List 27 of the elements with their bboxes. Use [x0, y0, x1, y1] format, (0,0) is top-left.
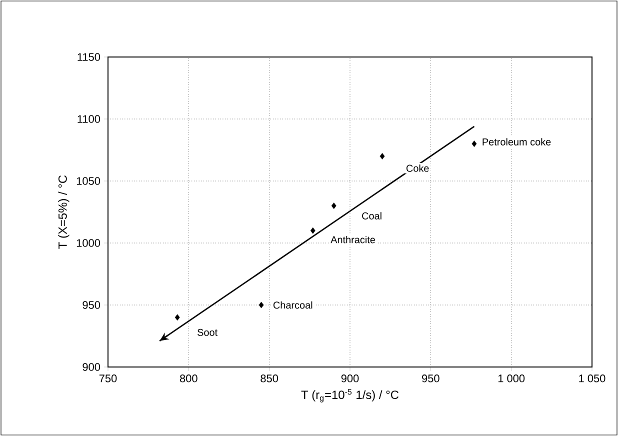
y-tick-label: 1100: [78, 115, 100, 123]
y-tick-label: 900: [82, 363, 100, 371]
x-tick-label: 1 050: [579, 374, 606, 382]
annotation: Coal: [362, 212, 382, 220]
point: [472, 140, 477, 147]
y-tick-label: 1050: [76, 177, 100, 185]
point: [331, 202, 336, 209]
y-tick-label: 1000: [76, 239, 100, 247]
annotation: Coke: [406, 164, 429, 172]
annotation: Petroleum coke: [482, 138, 551, 146]
point: [310, 227, 316, 234]
y-tick-label: 950: [82, 301, 100, 309]
y-axis-title: T (X=5%) / °C: [58, 175, 70, 249]
x-tick-label: 950: [422, 374, 440, 382]
y-tick-label: 1150: [78, 53, 100, 61]
x-tick-label: 850: [260, 374, 278, 382]
x-tick-label: 750: [99, 374, 117, 382]
annotation: Anthracite: [330, 236, 375, 244]
annotation: Soot: [198, 328, 218, 336]
x-axis-title: T (r$_{g}$=10$^{-5}$ 1/s) / °C: [301, 389, 399, 402]
point: [258, 302, 264, 308]
annotation: Charcoal: [273, 301, 312, 309]
x-tick-label: 1 000: [498, 374, 525, 382]
point: [174, 314, 180, 321]
point: [380, 153, 385, 160]
x-tick-label: 900: [341, 374, 359, 382]
x-tick-label: 800: [180, 374, 198, 382]
